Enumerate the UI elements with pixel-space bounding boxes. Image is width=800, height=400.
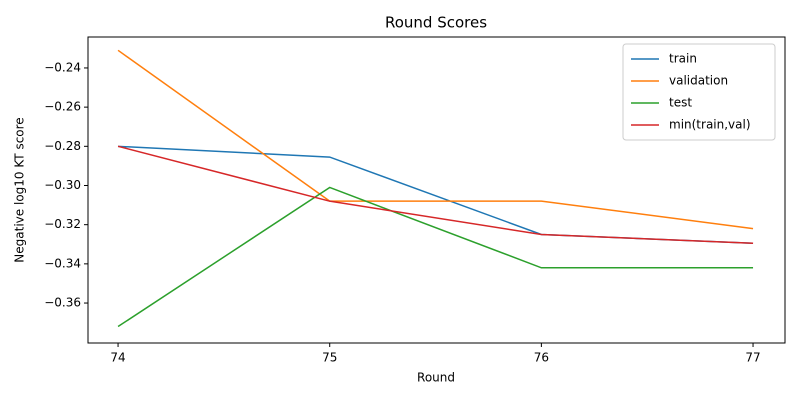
legend-label: validation [669, 74, 728, 88]
line-series [117, 49, 754, 230]
plot-frame [87, 36, 786, 344]
y-tick-label: −0.32 [44, 217, 81, 231]
legend-box [622, 43, 776, 141]
chart-title: Round Scores [385, 14, 487, 32]
x-tick-label: 74 [110, 351, 125, 365]
y-tick-label: −0.24 [44, 60, 81, 74]
line-series [117, 186, 754, 328]
legend-label: test [669, 96, 692, 110]
y-tick-label: −0.26 [44, 100, 81, 114]
y-tick-label: −0.28 [44, 139, 81, 153]
legend-label: min(train,val) [669, 118, 751, 132]
line-series [118, 145, 754, 245]
x-axis-label: Round [417, 371, 455, 385]
legend-label: train [669, 52, 697, 66]
y-tick-label: −0.30 [44, 178, 81, 192]
line-series [117, 145, 754, 245]
y-tick-label: −0.36 [44, 296, 81, 310]
y-axis-label: Negative log10 KT score [13, 117, 27, 262]
x-tick-label: 76 [534, 351, 549, 365]
x-tick-label: 77 [745, 351, 760, 365]
x-tick-label: 75 [322, 351, 337, 365]
y-tick-label: −0.34 [44, 256, 81, 270]
